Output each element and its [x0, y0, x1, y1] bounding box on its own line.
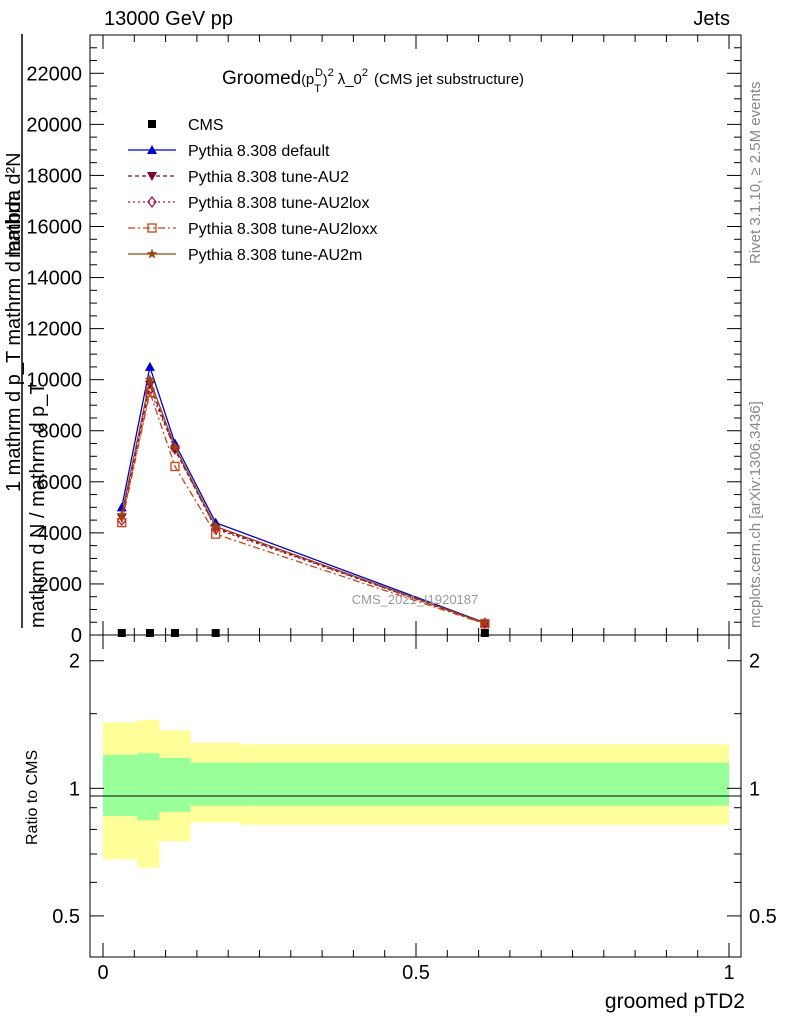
legend-label: CMS [188, 117, 224, 134]
ratio-tick-label: 0.5 [52, 906, 80, 928]
ratio-axis-label: Ratio to CMS [24, 750, 41, 845]
series-5 [116, 374, 491, 628]
header-left-label: 13000 GeV pp [104, 8, 233, 30]
y-axis-ticks: 0 2000 4000 6000 8000 10000 12000 14000 16000 180… [26, 47, 741, 647]
y-axis-label-line-3: mathrm d N / mathrm d p_T [27, 382, 49, 628]
y-tick-label: 22000 [26, 63, 82, 85]
header-right-label: Jets [693, 8, 730, 30]
ratio-tick-label: 1 [69, 778, 80, 800]
legend-entry: Pythia 8.308 tune-AU2loxx [128, 221, 377, 238]
data-point [145, 629, 154, 637]
mcplots-side-label: mcplots.cern.ch [arXiv:1306.3436] [747, 401, 764, 628]
data-point [117, 629, 126, 637]
chart-title: Groomed(pTD)2 λ_02 (CMS jet substructure) [222, 67, 524, 95]
ratio-tick-label-right: 1 [749, 778, 760, 800]
ratio-inner-band [137, 753, 160, 821]
x-axis-label: groomed pTD2 [605, 990, 745, 1013]
ratio-inner-band [159, 757, 191, 812]
data-point [144, 374, 156, 385]
legend-label: Pythia 8.308 default [188, 143, 330, 160]
legend-entry: Pythia 8.308 default [128, 143, 330, 160]
series-layer [116, 361, 491, 637]
y-tick-label: 0 [71, 625, 82, 647]
ratio-bands [103, 719, 729, 868]
series-0 [117, 629, 489, 637]
ratio-inner-band [190, 762, 241, 806]
legend: CMS Pythia 8.308 default Pythia 8.308 tune… [128, 117, 377, 264]
series-line [121, 387, 486, 624]
data-point [144, 361, 155, 371]
watermark: CMS_2021_I1920187 [352, 592, 479, 607]
legend-marker [147, 223, 157, 233]
ratio-inner-band [240, 762, 729, 806]
series-line [121, 364, 486, 624]
data-point [169, 445, 180, 455]
series-1 [116, 361, 490, 627]
y-tick-label: 2000 [38, 574, 83, 596]
x-tick-label: 0 [97, 962, 108, 984]
y-tick-label: 4000 [38, 523, 83, 545]
legend-label: Pythia 8.308 tune-AU2lox [188, 195, 369, 212]
x-tick-label: 0.5 [402, 962, 430, 984]
data-point [170, 629, 179, 637]
y-axis-label: mathrm d²N 1 mathrm d p_T mathrm d lambd… [3, 34, 49, 628]
legend-entry: Pythia 8.308 tune-AU2lox [128, 195, 369, 212]
y-axis-label-line-2: 1 mathrm d p_T mathrm d lambda [3, 189, 25, 492]
legend-marker [147, 195, 157, 209]
legend-marker [148, 120, 156, 128]
ratio-axis-ticks: 0.5 0.5 1 1 2 2 [52, 651, 777, 928]
series-line [121, 389, 486, 625]
x-tick-label: 1 [723, 962, 734, 984]
y-tick-label: 8000 [38, 421, 83, 443]
legend-label: Pythia 8.308 tune-AU2loxx [188, 221, 377, 238]
data-point [211, 629, 220, 637]
data-point [210, 521, 221, 531]
x-axis-ticks: 0 0.5 1 [97, 35, 735, 984]
y-tick-label: 12000 [26, 319, 82, 341]
legend-entry: CMS [148, 117, 224, 134]
data-point [480, 629, 489, 637]
ratio-tick-label-right: 2 [749, 651, 760, 673]
legend-marker [147, 145, 157, 154]
data-point [170, 461, 180, 472]
data-point [211, 529, 221, 539]
legend-label: Pythia 8.308 tune-AU2 [188, 169, 349, 186]
y-tick-label: 18000 [26, 165, 82, 187]
y-tick-label: 20000 [26, 114, 82, 136]
y-tick-label: 16000 [26, 216, 82, 238]
data-point [116, 509, 127, 520]
legend-label: Pythia 8.308 tune-AU2m [188, 247, 362, 264]
y-tick-label: 14000 [26, 268, 82, 290]
legend-marker [146, 248, 158, 259]
legend-entry: Pythia 8.308 tune-AU2 [128, 169, 349, 186]
series-line [121, 382, 486, 625]
ratio-tick-label-right: 0.5 [749, 906, 777, 928]
y-tick-label: 10000 [26, 370, 82, 392]
ratio-inner-band [103, 754, 138, 817]
series-line [121, 377, 486, 624]
y-axis-label-line-1: mathrm d²N [3, 152, 25, 258]
data-point [117, 518, 127, 528]
rivet-side-label: Rivet 3.1.10, ≥ 2.5M events [747, 82, 764, 265]
legend-marker [147, 172, 157, 181]
data-point [169, 441, 181, 452]
legend-entry: Pythia 8.308 tune-AU2m [128, 247, 362, 264]
y-tick-label: 6000 [38, 472, 83, 494]
ratio-tick-label: 2 [69, 651, 80, 673]
data-point [479, 617, 491, 628]
